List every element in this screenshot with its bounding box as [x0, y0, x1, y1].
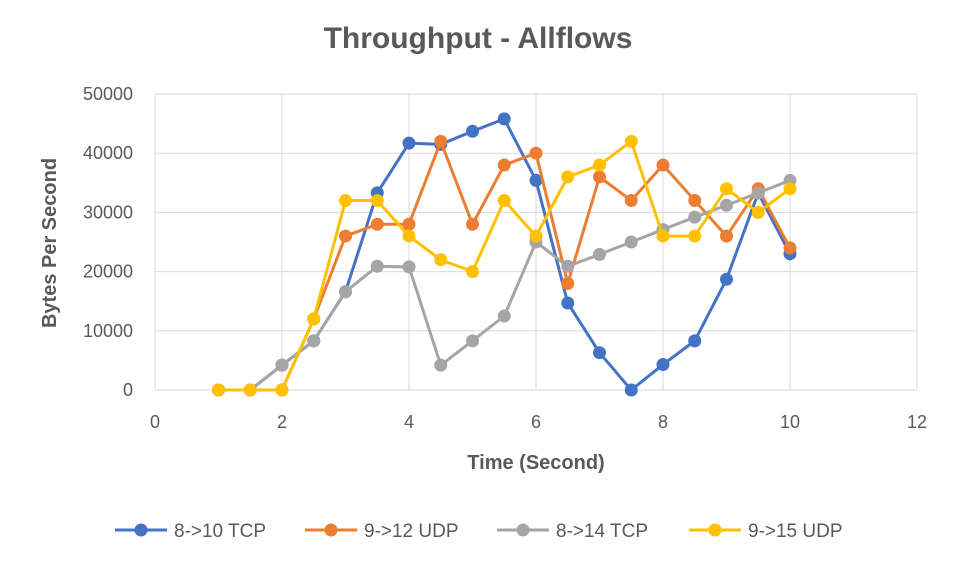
- data-point: [370, 194, 384, 208]
- data-point: [593, 158, 606, 172]
- data-point: [624, 235, 638, 249]
- data-point: [593, 346, 606, 360]
- data-point: [561, 296, 575, 310]
- data-point: [783, 182, 797, 196]
- data-point: [624, 194, 638, 208]
- legend-label: 8->14 TCP: [556, 521, 648, 542]
- data-point: [466, 265, 479, 279]
- data-point: [370, 259, 384, 273]
- y-tick-label: 10000: [83, 321, 133, 341]
- data-point: [688, 210, 702, 224]
- series-line: [218, 139, 792, 392]
- y-tick-label: 20000: [83, 262, 133, 282]
- data-point: [339, 229, 352, 243]
- data-point: [529, 173, 543, 187]
- legend: 8->10 TCP 9->12 UDP 8->14 TCP 9->15 UDP: [115, 521, 843, 542]
- series-line: [218, 139, 791, 392]
- data-point: [720, 198, 733, 212]
- data-point: [402, 229, 416, 243]
- y-tick-label: 30000: [83, 202, 133, 222]
- x-axis-title: Time (Second): [467, 452, 604, 474]
- y-tick-label: 0: [123, 380, 133, 400]
- data-point: [529, 229, 543, 243]
- series-layer: [212, 112, 797, 397]
- data-point: [466, 124, 479, 138]
- data-point: [497, 309, 511, 323]
- legend-label: 9->15 UDP: [748, 521, 843, 542]
- data-point: [307, 334, 321, 348]
- y-tick-label: 40000: [83, 143, 133, 163]
- data-point: [624, 134, 638, 148]
- data-point: [339, 285, 352, 299]
- series-4: [212, 134, 797, 397]
- data-point: [593, 247, 606, 261]
- data-point: [656, 229, 670, 243]
- data-point: [212, 383, 225, 397]
- data-point: [434, 134, 448, 148]
- legend-item: 8->14 TCP: [497, 521, 648, 542]
- data-point: [370, 217, 384, 231]
- data-point: [720, 182, 733, 196]
- data-point: [656, 158, 670, 172]
- data-point: [307, 312, 321, 326]
- data-point: [593, 170, 606, 184]
- x-tick-label: 6: [531, 412, 541, 432]
- data-point: [402, 217, 416, 231]
- series-3: [212, 173, 797, 397]
- series-2: [212, 134, 797, 397]
- axis-ticks: 0 10000 20000 30000 40000 50000 0 2 4 6 8 10 12: [83, 84, 927, 432]
- y-axis-title: Bytes Per Second: [39, 158, 61, 328]
- legend-item: 8->10 TCP: [115, 521, 266, 542]
- data-point: [656, 358, 670, 372]
- data-point: [402, 136, 416, 150]
- legend-marker: [708, 523, 722, 537]
- legend-label: 9->12 UDP: [364, 521, 459, 542]
- y-tick-label: 50000: [83, 84, 133, 104]
- data-point: [561, 259, 575, 273]
- data-point: [783, 241, 797, 255]
- data-point: [275, 358, 289, 372]
- data-point: [275, 383, 289, 397]
- x-tick-label: 10: [780, 412, 800, 432]
- data-point: [720, 272, 733, 286]
- data-point: [751, 186, 765, 200]
- data-point: [688, 334, 702, 348]
- legend-marker: [516, 523, 530, 537]
- data-point: [624, 383, 638, 397]
- data-point: [561, 276, 575, 290]
- data-point: [529, 146, 543, 160]
- data-point: [402, 260, 416, 274]
- data-point: [497, 194, 511, 208]
- legend-label: 8->10 TCP: [174, 521, 266, 542]
- data-point: [466, 217, 479, 231]
- data-point: [751, 205, 765, 219]
- x-tick-label: 8: [658, 412, 668, 432]
- x-tick-label: 4: [404, 412, 414, 432]
- data-point: [466, 334, 479, 348]
- data-point: [434, 253, 448, 267]
- legend-marker: [324, 523, 338, 537]
- legend-item: 9->12 UDP: [305, 521, 459, 542]
- x-tick-label: 2: [277, 412, 287, 432]
- legend-marker: [134, 523, 148, 537]
- data-point: [434, 358, 448, 372]
- data-point: [561, 170, 575, 184]
- x-tick-label: 0: [150, 412, 160, 432]
- data-point: [688, 229, 702, 243]
- chart-title: Throughput - Allflows: [324, 22, 633, 55]
- x-tick-label: 12: [907, 412, 927, 432]
- data-point: [243, 383, 257, 397]
- legend-item: 9->15 UDP: [689, 521, 843, 542]
- data-point: [688, 194, 702, 208]
- data-point: [497, 112, 511, 126]
- data-point: [339, 194, 352, 208]
- data-point: [497, 158, 511, 172]
- data-point: [720, 229, 733, 243]
